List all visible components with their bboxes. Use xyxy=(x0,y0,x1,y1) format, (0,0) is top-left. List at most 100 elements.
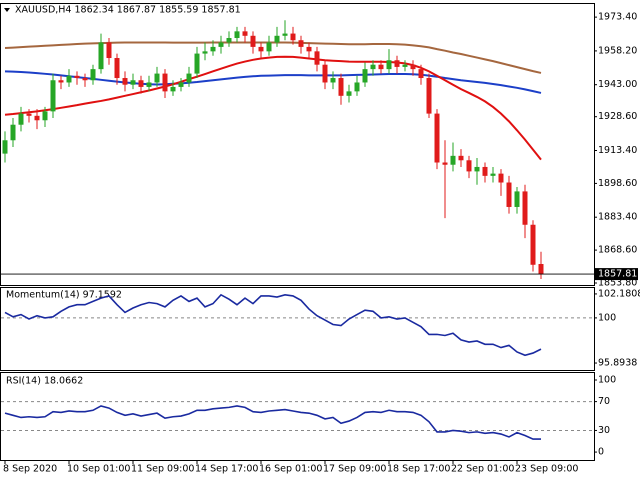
y-tick-label: 1928.60 xyxy=(598,111,637,122)
price-panel-frame xyxy=(0,3,595,286)
y-tick-label: 1913.40 xyxy=(598,145,637,156)
candle-body xyxy=(514,191,520,207)
candle-body xyxy=(210,46,216,52)
candle-body xyxy=(538,264,544,275)
x-tick-label: 23 Sep 09:00 xyxy=(515,464,578,475)
candle-body xyxy=(154,73,160,83)
candle-body xyxy=(474,166,480,172)
candle-body xyxy=(298,40,304,47)
candle-body xyxy=(146,82,152,87)
candle-body xyxy=(290,33,296,41)
candle-body xyxy=(98,42,104,70)
candle-body xyxy=(450,155,456,165)
candle-body xyxy=(10,124,16,141)
candle-body xyxy=(258,46,264,52)
candle-body xyxy=(338,78,344,96)
candle-body xyxy=(106,42,112,59)
candle-body xyxy=(34,115,40,121)
candle-body xyxy=(394,60,400,67)
indicator-line xyxy=(4,405,542,440)
x-tick-label: 10 Sep 01:00 xyxy=(67,464,130,475)
candle-body xyxy=(458,155,464,161)
rsi-title: RSI(14) 18.0662 xyxy=(6,376,83,387)
y-tick-label: 1898.60 xyxy=(598,178,637,189)
candle-body xyxy=(202,51,208,54)
candle-body xyxy=(530,224,536,265)
candle-body xyxy=(498,173,504,183)
x-tick-label: 22 Sep 01:00 xyxy=(451,464,514,475)
y-tick-label: 1973.40 xyxy=(598,12,637,23)
candle-body xyxy=(50,80,56,112)
candle-body xyxy=(74,75,80,79)
candle-body xyxy=(234,31,240,39)
y-tick-label: 1868.60 xyxy=(598,245,637,256)
x-tick-label: 17 Sep 09:00 xyxy=(323,464,386,475)
candle-body xyxy=(90,69,96,81)
momentum-panel-frame xyxy=(0,287,595,371)
candle-body xyxy=(82,78,88,81)
candle-body xyxy=(370,64,376,70)
candle-body xyxy=(490,173,496,176)
candle-body xyxy=(2,140,8,154)
x-tick-label: 8 Sep 2020 xyxy=(3,464,57,475)
x-tick-label: 16 Sep 01:00 xyxy=(259,464,322,475)
indicator-line xyxy=(4,55,542,161)
y-tick-label: 1883.40 xyxy=(598,212,637,223)
y-tick-label: 102.1808 xyxy=(598,288,640,299)
last-price-box xyxy=(594,268,638,281)
candle-body xyxy=(426,78,432,114)
candle-body xyxy=(266,42,272,52)
y-tick-label: 100 xyxy=(598,312,616,323)
candle-body xyxy=(26,113,32,116)
candle-body xyxy=(242,31,248,36)
candle-body xyxy=(306,46,312,52)
y-tick-label: 1853.80 xyxy=(598,277,637,288)
rsi-panel-frame xyxy=(0,372,595,461)
candle-body xyxy=(378,64,384,70)
candle-body xyxy=(330,78,336,83)
x-tick-label: 14 Sep 17:00 xyxy=(195,464,258,475)
candle-body xyxy=(170,86,176,92)
x-tick-label: 11 Sep 09:00 xyxy=(131,464,194,475)
candle-body xyxy=(274,35,280,43)
y-tick-label: 100 xyxy=(598,374,616,385)
y-tick-label: 30 xyxy=(598,425,610,436)
candle-body xyxy=(522,191,528,225)
candle-body xyxy=(162,73,168,92)
candle-body xyxy=(122,78,128,85)
candle-body xyxy=(194,53,200,74)
candle-body xyxy=(138,80,144,87)
y-tick-label: 70 xyxy=(598,396,610,407)
y-tick-label: 0 xyxy=(598,447,604,458)
candle-body xyxy=(386,60,392,70)
y-tick-label: 1943.00 xyxy=(598,79,637,90)
y-tick-label: 95.8938 xyxy=(598,358,637,369)
candle-body xyxy=(322,64,328,83)
indicator-line xyxy=(4,41,542,74)
candle-body xyxy=(282,33,288,36)
candle-body xyxy=(466,160,472,172)
candle-body xyxy=(442,162,448,165)
candle-body xyxy=(402,64,408,67)
indicator-line xyxy=(4,293,542,357)
y-tick-label: 1958.20 xyxy=(598,45,637,56)
candle-body xyxy=(506,182,512,207)
candle-body xyxy=(354,82,360,92)
candle-body xyxy=(314,51,320,65)
candle-body xyxy=(58,80,64,83)
candle-body xyxy=(226,38,232,43)
candle-body xyxy=(18,113,24,125)
candle-body xyxy=(186,73,192,83)
candle-body xyxy=(434,113,440,163)
price-title: XAUUSD,H4 1862.34 1867.87 1855.59 1857.8… xyxy=(15,5,241,16)
candle-body xyxy=(66,75,72,83)
candle-body xyxy=(482,166,488,176)
symbol-arrow xyxy=(4,8,10,12)
candle-body xyxy=(130,80,136,85)
last-price-label: 1857.81 xyxy=(598,269,637,280)
candle-body xyxy=(418,69,424,79)
candle-body xyxy=(346,91,352,96)
candle-body xyxy=(178,82,184,87)
candle-body xyxy=(42,111,48,121)
